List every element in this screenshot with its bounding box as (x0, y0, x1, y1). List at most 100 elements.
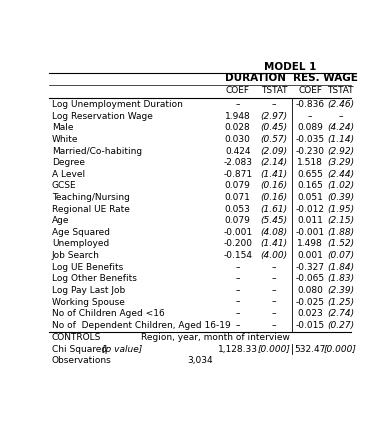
Text: Log Reservation Wage: Log Reservation Wage (52, 112, 152, 121)
Text: -0.327: -0.327 (296, 263, 325, 272)
Text: MODEL 1: MODEL 1 (264, 62, 317, 72)
Text: –: – (272, 286, 276, 295)
Text: –: – (272, 297, 276, 307)
Text: (0.16): (0.16) (261, 193, 287, 202)
Text: -0.001: -0.001 (296, 228, 325, 237)
Text: 0.089: 0.089 (297, 124, 323, 132)
Text: No of Children Aged <16: No of Children Aged <16 (52, 309, 165, 318)
Text: Log Other Benefits: Log Other Benefits (52, 274, 136, 283)
Text: 3,034: 3,034 (187, 356, 213, 365)
Text: Log UE Benefits: Log UE Benefits (52, 263, 123, 272)
Text: Married/Co-habiting: Married/Co-habiting (52, 147, 142, 156)
Text: (1.52): (1.52) (327, 239, 354, 248)
Text: Chi Squared: Chi Squared (52, 345, 110, 354)
Text: (2.14): (2.14) (261, 158, 287, 167)
Text: (2.74): (2.74) (327, 309, 354, 318)
Text: (2.39): (2.39) (327, 286, 354, 295)
Text: 1.498: 1.498 (297, 239, 323, 248)
Text: (1.14): (1.14) (327, 135, 354, 144)
Text: (1.88): (1.88) (327, 228, 354, 237)
Text: DURATION: DURATION (225, 73, 286, 83)
Text: (1.83): (1.83) (327, 274, 354, 283)
Text: -0.154: -0.154 (223, 251, 252, 260)
Text: COEF: COEF (226, 86, 250, 95)
Text: -2.083: -2.083 (223, 158, 252, 167)
Text: (2.44): (2.44) (327, 170, 354, 179)
Text: (2.97): (2.97) (261, 112, 287, 121)
Text: –: – (308, 112, 312, 121)
Text: -0.035: -0.035 (296, 135, 325, 144)
Text: 532.47: 532.47 (294, 345, 326, 354)
Text: (0.57): (0.57) (261, 135, 287, 144)
Text: (1.95): (1.95) (327, 205, 354, 214)
Text: -0.012: -0.012 (296, 205, 325, 214)
Text: 0.080: 0.080 (297, 286, 323, 295)
Text: 0.655: 0.655 (297, 170, 323, 179)
Text: 0.011: 0.011 (297, 216, 323, 225)
Text: (0.27): (0.27) (327, 321, 354, 330)
Text: (1.02): (1.02) (327, 181, 354, 190)
Text: 1.948: 1.948 (225, 112, 250, 121)
Text: -0.001: -0.001 (223, 228, 252, 237)
Text: –: – (236, 274, 240, 283)
Text: -0.836: -0.836 (296, 100, 325, 109)
Text: Age: Age (52, 216, 69, 225)
Text: Log Unemployment Duration: Log Unemployment Duration (52, 100, 183, 109)
Text: 0.424: 0.424 (225, 147, 250, 156)
Text: –: – (236, 286, 240, 295)
Text: (1.25): (1.25) (327, 297, 354, 307)
Text: –: – (272, 100, 276, 109)
Text: (4.08): (4.08) (261, 228, 287, 237)
Text: (2.46): (2.46) (327, 100, 354, 109)
Text: [0.000]: [0.000] (257, 345, 291, 354)
Text: (0.39): (0.39) (327, 193, 354, 202)
Text: 0.023: 0.023 (297, 309, 323, 318)
Text: 1,128.33: 1,128.33 (218, 345, 258, 354)
Text: Log Pay Last Job: Log Pay Last Job (52, 286, 125, 295)
Text: 0.071: 0.071 (225, 193, 251, 202)
Text: Unemployed: Unemployed (52, 239, 109, 248)
Text: –: – (272, 309, 276, 318)
Text: TSTAT: TSTAT (327, 86, 354, 95)
Text: Teaching/Nursing: Teaching/Nursing (52, 193, 129, 202)
Text: -0.065: -0.065 (296, 274, 325, 283)
Text: –: – (236, 321, 240, 330)
Text: 0.165: 0.165 (297, 181, 323, 190)
Text: 0.028: 0.028 (225, 124, 250, 132)
Text: 0.079: 0.079 (225, 216, 251, 225)
Text: –: – (236, 297, 240, 307)
Text: –: – (272, 274, 276, 283)
Text: Age Squared: Age Squared (52, 228, 110, 237)
Text: Working Spouse: Working Spouse (52, 297, 125, 307)
Text: (1.84): (1.84) (327, 263, 354, 272)
Text: –: – (272, 263, 276, 272)
Text: (2.09): (2.09) (261, 147, 287, 156)
Text: Job Search: Job Search (52, 251, 100, 260)
Text: Region, year, month of interview: Region, year, month of interview (140, 333, 289, 342)
Text: -0.200: -0.200 (223, 239, 252, 248)
Text: Observations: Observations (52, 356, 112, 365)
Text: 0.001: 0.001 (297, 251, 323, 260)
Text: (2.92): (2.92) (327, 147, 354, 156)
Text: A Level: A Level (52, 170, 85, 179)
Text: Degree: Degree (52, 158, 85, 167)
Text: 1.518: 1.518 (297, 158, 323, 167)
Text: 0.030: 0.030 (225, 135, 251, 144)
Text: –: – (236, 263, 240, 272)
Text: [0.000]: [0.000] (324, 345, 357, 354)
Text: No of  Dependent Children, Aged 16-19: No of Dependent Children, Aged 16-19 (52, 321, 230, 330)
Text: (4.00): (4.00) (261, 251, 287, 260)
Text: -0.230: -0.230 (296, 147, 325, 156)
Text: (1.41): (1.41) (261, 170, 287, 179)
Text: GCSE: GCSE (52, 181, 76, 190)
Text: (5.45): (5.45) (261, 216, 287, 225)
Text: COEF: COEF (298, 86, 322, 95)
Text: (3.29): (3.29) (327, 158, 354, 167)
Text: 0.079: 0.079 (225, 181, 251, 190)
Text: Male: Male (52, 124, 73, 132)
Text: (1.61): (1.61) (261, 205, 287, 214)
Text: (2.15): (2.15) (327, 216, 354, 225)
Text: White: White (52, 135, 78, 144)
Text: (0.16): (0.16) (261, 181, 287, 190)
Text: 0.051: 0.051 (297, 193, 323, 202)
